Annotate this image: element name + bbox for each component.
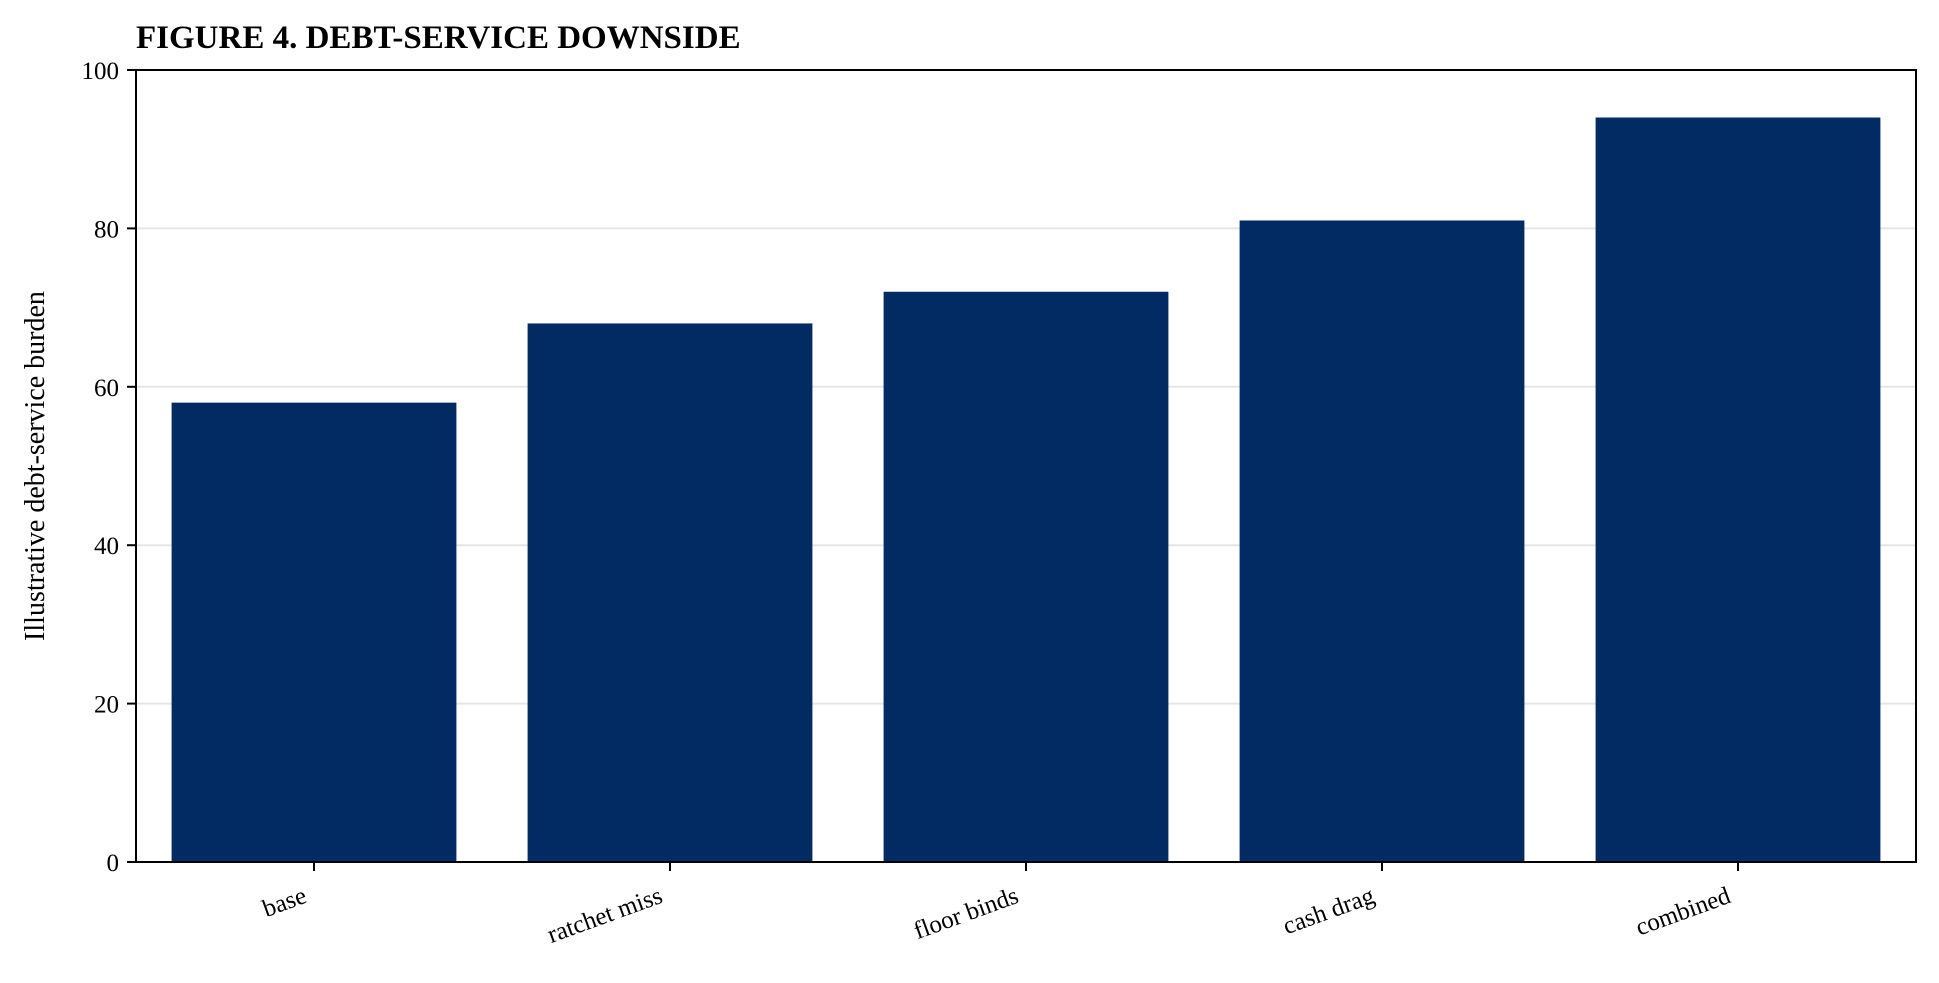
x-tick-label: floor binds <box>910 882 1022 945</box>
bars <box>171 117 1881 863</box>
x-tick-label: combined <box>1632 882 1734 941</box>
x-axis-ticks: base ratchet miss floor binds cash drag comb… <box>259 862 1739 949</box>
y-tick-label: 20 <box>94 692 119 719</box>
y-axis-ticks: 0 20 40 60 80 100 <box>82 58 136 877</box>
y-tick-label: 100 <box>82 58 120 85</box>
y-tick-label: 60 <box>94 375 119 402</box>
y-tick-label: 0 <box>107 850 120 877</box>
bar-ratchet-miss <box>527 323 813 862</box>
bar-cash-drag <box>1239 220 1525 863</box>
bar-floor-binds <box>883 291 1169 862</box>
y-axis-label: Illustrative debt-service burden <box>20 291 51 641</box>
y-tick-label: 40 <box>94 533 119 560</box>
bar-base <box>171 402 457 862</box>
chart-title: FIGURE 4. DEBT-SERVICE DOWNSIDE <box>136 20 741 56</box>
x-tick-label: base <box>259 882 310 923</box>
y-tick-label: 80 <box>94 216 119 243</box>
bar-combined <box>1595 117 1881 862</box>
x-tick-label: cash drag <box>1279 882 1378 940</box>
x-tick-label: ratchet miss <box>544 882 666 948</box>
